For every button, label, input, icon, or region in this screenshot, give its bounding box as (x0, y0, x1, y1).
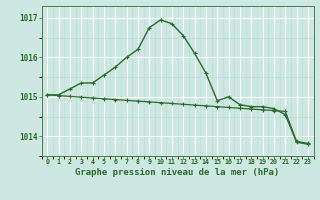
X-axis label: Graphe pression niveau de la mer (hPa): Graphe pression niveau de la mer (hPa) (76, 168, 280, 177)
